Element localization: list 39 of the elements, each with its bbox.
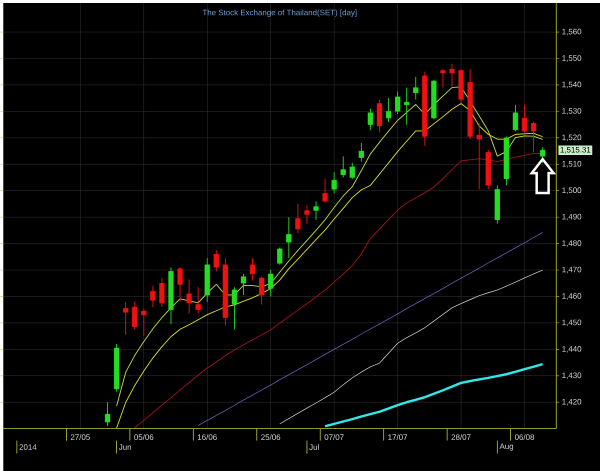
candlestick [295,203,301,234]
candlestick [232,286,238,330]
candlestick [340,156,346,178]
candlestick [277,246,282,265]
candlestick [258,276,264,305]
candlestick [376,98,382,133]
candlestick [358,142,364,162]
candlestick [240,273,246,296]
candlestick [512,104,518,132]
candlestick [104,402,110,426]
candlestick [368,108,374,130]
candlestick [313,200,319,220]
candlestick [186,278,192,314]
candlestick [476,122,482,190]
candlestick [286,216,292,258]
candlestick [214,250,219,272]
candlestick [141,308,146,336]
candlestick [268,269,274,297]
candlestick [350,162,355,180]
candlestick [123,301,128,336]
line-series [324,362,544,428]
candlestick [332,172,337,194]
candlestick [522,104,528,133]
candlestick [322,178,328,203]
candlestick [449,63,455,87]
candlestick [250,257,256,281]
candlestick [304,204,310,224]
candlestick [132,301,138,330]
candlestick [177,266,183,302]
candlestick [150,285,156,308]
candlestick [530,121,536,153]
candlestick [196,286,201,314]
candlestick [386,98,392,122]
candlestick [404,86,410,125]
candlestick [413,76,418,100]
candlestick [440,68,446,88]
candlestick [540,146,546,164]
candlestick [394,90,400,114]
candlestick [159,277,165,308]
